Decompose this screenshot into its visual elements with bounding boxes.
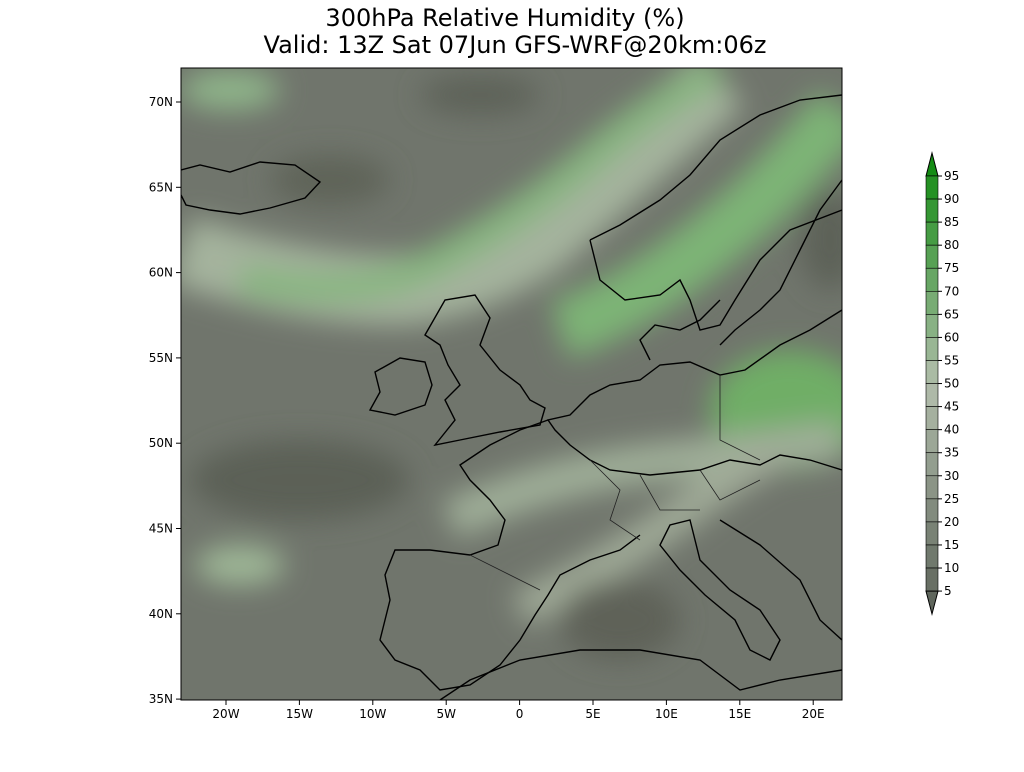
colorbar-label: 20: [944, 515, 959, 529]
colorbar-box: [925, 198, 939, 223]
scandinavia: [589, 94, 842, 331]
colorbar-label: 45: [944, 400, 959, 414]
colorbar-box: [925, 567, 939, 592]
lon-label: 0: [516, 707, 524, 721]
colorbar-label: 65: [944, 307, 959, 321]
colorbar-box: [925, 360, 939, 384]
lon-label: 15E: [728, 707, 751, 721]
lon-label: 10E: [655, 707, 678, 721]
lat-label: 65N: [149, 180, 173, 194]
colorbar-label: 25: [944, 492, 959, 506]
title: 300hPa Relative Humidity (%): [325, 4, 684, 32]
great-britain: [424, 294, 546, 447]
north-africa: [439, 649, 842, 700]
humidity-field: [181, 68, 842, 700]
colorbar-label: 85: [944, 215, 959, 229]
lat-label: 60N: [149, 266, 173, 280]
lat-label: 50N: [149, 436, 173, 450]
colorbar-box: [925, 544, 939, 569]
colorbar-label: 55: [944, 353, 959, 367]
colorbar-box: [925, 244, 939, 269]
colorbar-box: [925, 475, 939, 500]
colorbar-box: [925, 429, 939, 454]
lon-label: 5E: [585, 707, 600, 721]
colorbar-label: 30: [944, 469, 959, 483]
colorbar-arrow: [925, 590, 939, 617]
colorbar-label: 10: [944, 561, 959, 575]
colorbar-box: [925, 521, 939, 546]
colorbar-label: 35: [944, 446, 959, 460]
lon-label: 10W: [359, 707, 386, 721]
colorbar-box: [925, 383, 939, 407]
colorbar-label: 5: [944, 584, 952, 598]
lon-label: 20W: [212, 707, 239, 721]
subtitle: Valid: 13Z Sat 07Jun GFS-WRF@20km:06z: [264, 31, 767, 59]
colorbar-box: [925, 452, 939, 477]
colorbar-box: [925, 290, 939, 315]
iceland: [181, 161, 322, 215]
colorbar-box: [925, 267, 939, 292]
colorbar-label: 50: [944, 377, 959, 391]
lon-label: 15W: [286, 707, 313, 721]
colorbar-label: 40: [944, 423, 959, 437]
borders: [469, 375, 761, 591]
map-frame: [180, 67, 843, 701]
lon-label: 20E: [802, 707, 825, 721]
lon-label: 5W: [436, 707, 456, 721]
colorbar-box: [925, 337, 939, 361]
colorbar-box: [925, 314, 939, 338]
colorbar-box: [925, 406, 939, 430]
lat-label: 40N: [149, 607, 173, 621]
colorbar-label: 75: [944, 261, 959, 275]
lat-label: 70N: [149, 95, 173, 109]
france-iberia: [379, 419, 641, 691]
colorbar-box: [925, 498, 939, 523]
colorbar-label: 95: [944, 169, 959, 183]
colorbar-label: 15: [944, 538, 959, 552]
lat-label: 35N: [149, 692, 173, 706]
colorbar-label: 60: [944, 330, 959, 344]
italy: [659, 519, 781, 661]
colorbar-box: [925, 221, 939, 246]
colorbar-label: 80: [944, 238, 959, 252]
colorbar-box: [925, 175, 939, 200]
lat-label: 55N: [149, 351, 173, 365]
colorbar-label: 70: [944, 284, 959, 298]
balkans: [719, 519, 842, 641]
colorbar-arrow: [925, 151, 939, 177]
colorbar-label: 90: [944, 192, 959, 206]
ireland: [368, 357, 433, 416]
lat-label: 45N: [149, 522, 173, 536]
